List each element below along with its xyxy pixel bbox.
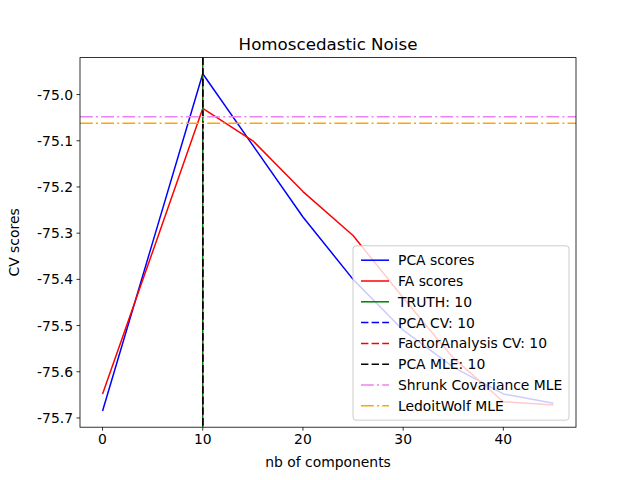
y-tick-label: -75.3 [37, 225, 73, 241]
legend-handle [361, 280, 389, 282]
y-tick-label: -75.0 [37, 87, 73, 103]
vertical-line [202, 58, 204, 428]
y-axis-label: CV scores [6, 208, 22, 276]
x-tick [302, 427, 303, 431]
y-tick [77, 371, 81, 372]
background [0, 0, 640, 480]
x-tick [102, 427, 103, 431]
legend-handle [361, 405, 389, 407]
title: Homoscedastic Noise [239, 34, 418, 54]
y-tick [77, 94, 81, 95]
x-tick-label: 20 [294, 431, 312, 447]
legend-label: TRUTH: 10 [397, 294, 472, 310]
legend-label: LedoitWolf MLE [398, 398, 504, 414]
legend-handle [361, 363, 389, 365]
chart: 0 10 20 30 40 -75.7 -75.6 -75.5 -75.4 -75.3 -75.2 -… [0, 0, 640, 480]
axes-frame [80, 58, 576, 428]
y-tick [77, 417, 81, 418]
legend-label: FactorAnalysis CV: 10 [398, 335, 547, 351]
horizontal-line [80, 122, 576, 124]
legend-box [353, 246, 569, 420]
x-tick [503, 427, 504, 431]
vertical-line [202, 58, 204, 428]
legend-handle [361, 259, 389, 261]
y-tick-label: -75.7 [37, 410, 73, 426]
legend-label: FA scores [398, 273, 463, 289]
horizontal-line [80, 116, 576, 118]
y-tick-label: -75.1 [37, 133, 73, 149]
y-tick [77, 140, 81, 141]
legend-label: Shrunk Covariance MLE [398, 377, 562, 393]
legend: PCA scores FA scores TRUTH: 10 PCA CV: 10 Fa… [353, 246, 569, 420]
y-tick [77, 325, 81, 326]
vertical-line [202, 58, 204, 428]
y-tick [77, 186, 81, 187]
x-tick-label: 30 [394, 431, 412, 447]
legend-label: PCA MLE: 10 [398, 356, 485, 372]
x-axis-label: nb of components [265, 454, 391, 470]
legend-handle [361, 322, 389, 324]
legend-label: PCA CV: 10 [398, 315, 475, 331]
legend-handle [361, 301, 389, 303]
x-tick-label: 0 [98, 431, 107, 447]
x-tick [202, 427, 203, 431]
legend-handle [361, 343, 389, 345]
legend-label: PCA scores [398, 252, 475, 268]
y-tick-label: -75.6 [37, 364, 73, 380]
plot-area [80, 58, 576, 428]
y-tick-label: -75.4 [37, 271, 73, 287]
y-tick-label: -75.5 [37, 318, 73, 334]
x-tick [403, 427, 404, 431]
y-tick-label: -75.2 [37, 179, 73, 195]
y-tick [77, 233, 81, 234]
x-tick-label: 10 [194, 431, 212, 447]
vertical-line [202, 58, 204, 428]
legend-handle [361, 384, 389, 386]
x-tick-label: 40 [495, 431, 513, 447]
y-tick [77, 279, 81, 280]
